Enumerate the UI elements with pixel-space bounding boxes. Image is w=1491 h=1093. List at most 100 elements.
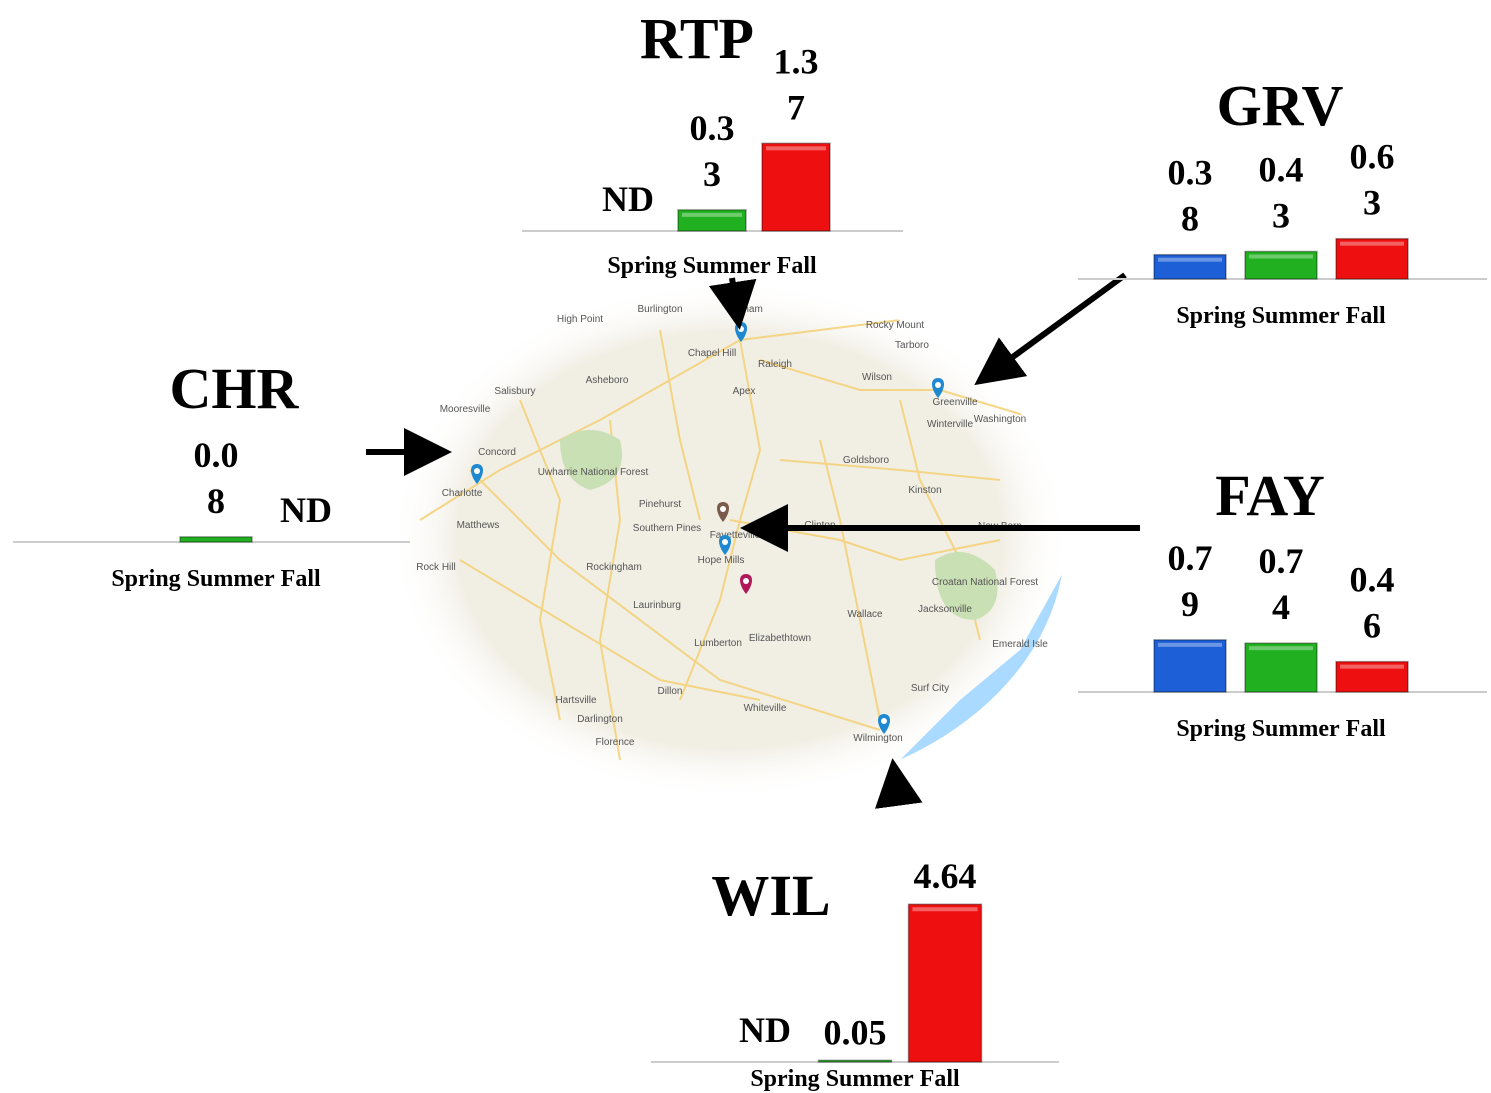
map-label: Florence <box>596 737 635 748</box>
value-label: 0.05 <box>824 1012 887 1052</box>
category-label: Summer <box>826 1066 914 1092</box>
category-label: Fall <box>920 1066 960 1092</box>
map: Burlington Durham Chapel Hill Raleigh Rocky … <box>390 280 1080 800</box>
bar <box>1154 640 1226 692</box>
map-label: Hope Mills <box>698 555 745 566</box>
map-label: Jacksonville <box>918 604 972 615</box>
category-label: Spring <box>1176 716 1245 742</box>
map-label: Hartsville <box>555 695 597 706</box>
bar-highlight <box>1340 242 1404 246</box>
bar-highlight <box>1158 258 1222 262</box>
map-label: Fayetteville <box>710 530 761 541</box>
category-label: Summer <box>187 566 275 592</box>
map-label: Whiteville <box>744 703 787 714</box>
bar <box>180 537 252 542</box>
map-label: Surf City <box>911 683 949 694</box>
value-label: ND <box>739 1010 791 1050</box>
map-label: Wallace <box>847 609 883 620</box>
map-label: Chapel Hill <box>688 348 736 359</box>
category-label: Fall <box>1346 303 1386 329</box>
category-label: Spring <box>607 253 676 279</box>
bar-highlight <box>1158 643 1222 647</box>
map-label: Rockingham <box>586 562 642 573</box>
map-label: Emerald Isle <box>992 639 1048 650</box>
map-label: Dillon <box>657 686 682 697</box>
bar <box>819 1060 892 1062</box>
map-label: Matthews <box>457 520 500 531</box>
map-label: Goldsboro <box>843 455 890 466</box>
bar <box>1245 643 1317 692</box>
chart-title: FAY <box>1215 463 1325 528</box>
bar-highlight <box>1340 665 1404 669</box>
bar <box>909 904 982 1062</box>
map-label: Wilmington <box>853 733 902 744</box>
category-label: Fall <box>1346 716 1386 742</box>
map-label: Wilson <box>862 372 892 383</box>
map-label: Asheboro <box>586 375 629 386</box>
map-label: Raleigh <box>758 359 792 370</box>
category-label: Fall <box>777 253 817 279</box>
map-label: Uwharrie National Forest <box>538 467 649 478</box>
map-label: Charlotte <box>442 488 483 499</box>
map-label: Rocky Mount <box>866 320 925 331</box>
map-label: Laurinburg <box>633 600 681 611</box>
map-label: Durham <box>727 304 763 315</box>
map-label: Rock Hill <box>416 562 455 573</box>
map-label: Mooresville <box>440 404 491 415</box>
bar-highlight <box>1249 646 1313 650</box>
chart-title: RTP <box>640 6 754 71</box>
map-label: Kinston <box>908 485 941 496</box>
bar-highlight <box>913 907 978 911</box>
category-label: Spring <box>111 566 180 592</box>
category-label: Summer <box>1252 303 1340 329</box>
category-label: Summer <box>683 253 771 279</box>
map-label: Winterville <box>927 419 974 430</box>
bar <box>762 143 830 231</box>
map-label: Darlington <box>577 714 623 725</box>
map-label: Salisbury <box>494 386 535 397</box>
map-label: Croatan National Forest <box>932 577 1038 588</box>
category-labels: Spring SummerFall <box>111 566 321 592</box>
map-label: Lumberton <box>694 638 742 649</box>
map-label: Pinehurst <box>639 499 681 510</box>
map-label: Washington <box>974 414 1026 425</box>
map-label: Burlington <box>637 304 682 315</box>
bar-highlight <box>682 213 742 217</box>
category-label: Summer <box>1252 716 1340 742</box>
value-label: ND <box>602 179 654 219</box>
chart-title: WIL <box>711 863 830 928</box>
map-label: Southern Pines <box>633 523 701 534</box>
category-labels: Spring SummerFall <box>1176 716 1386 742</box>
value-label: ND <box>280 490 332 530</box>
map-label: Greenville <box>932 397 977 408</box>
figure: Burlington Durham Chapel Hill Raleigh Rocky … <box>0 0 1491 1093</box>
map-label: High Point <box>557 314 603 325</box>
map-label: Tarboro <box>895 340 929 351</box>
map-label: Apex <box>733 386 756 397</box>
chart-title: CHR <box>170 356 300 421</box>
value-label: 4.64 <box>914 856 977 896</box>
chart-title: GRV <box>1217 73 1344 138</box>
category-label: Fall <box>281 566 321 592</box>
map-label: Concord <box>478 447 516 458</box>
bar-highlight <box>1249 254 1313 258</box>
category-label: Spring <box>750 1066 819 1092</box>
bar-highlight <box>766 146 826 150</box>
category-label: Spring <box>1176 303 1245 329</box>
